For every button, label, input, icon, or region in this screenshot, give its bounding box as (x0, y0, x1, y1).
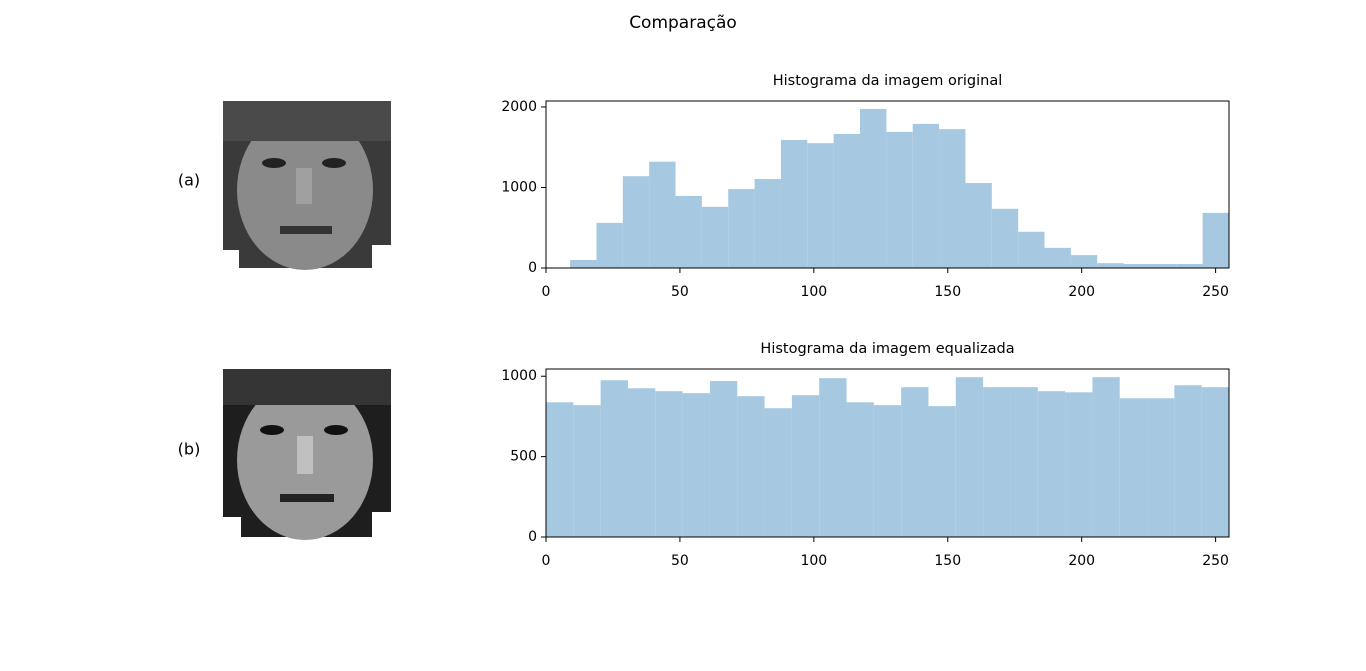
bar (570, 259, 597, 268)
chart-title: Histograma da imagem equalizada (760, 341, 1014, 357)
bar (600, 380, 628, 537)
bar (780, 139, 808, 268)
bar (682, 393, 710, 537)
bar (1018, 231, 1045, 268)
bar (955, 377, 984, 537)
x-tick-label: 150 (934, 284, 961, 300)
y-tick-label: 2000 (501, 99, 537, 115)
bar (709, 381, 738, 537)
bar (573, 405, 601, 537)
bar (912, 123, 940, 268)
bar (965, 183, 992, 268)
y-tick-label: 1000 (501, 179, 537, 195)
x-tick-label: 200 (1068, 553, 1095, 569)
bar (675, 195, 702, 268)
bar (819, 378, 847, 537)
bar (983, 387, 1011, 537)
y-tick-label: 1000 (501, 368, 537, 384)
bar (622, 176, 650, 268)
bar (627, 388, 656, 537)
x-tick-label: 0 (542, 553, 551, 569)
bar (901, 387, 929, 537)
x-tick-label: 150 (934, 553, 961, 569)
bar (701, 206, 729, 268)
axes-frame (545, 100, 1230, 269)
bar (939, 129, 966, 268)
bar (546, 402, 574, 537)
bar (1149, 263, 1177, 268)
bar (1176, 263, 1203, 268)
y-tick-label: 0 (528, 529, 537, 545)
bar (1147, 398, 1175, 537)
x-tick-label: 200 (1068, 284, 1095, 300)
bar (1201, 387, 1229, 537)
bar (1123, 263, 1150, 268)
bar (928, 406, 956, 537)
bar (764, 408, 792, 537)
face-image (223, 369, 391, 540)
bar (1202, 212, 1229, 268)
y-tick-label: 500 (510, 449, 537, 465)
bar (1065, 392, 1093, 537)
figure-title: Comparação (629, 13, 737, 33)
bar (860, 108, 887, 268)
y-tick-label: 0 (528, 260, 537, 276)
bar (1174, 385, 1202, 537)
bar (737, 396, 765, 537)
panel-label: (b) (178, 440, 201, 459)
bar (791, 395, 820, 537)
bar (991, 208, 1019, 268)
bar (1037, 391, 1066, 537)
bar (649, 161, 676, 268)
x-tick-label: 50 (671, 284, 689, 300)
bar (1092, 377, 1120, 537)
bar (754, 179, 781, 268)
bar (728, 189, 755, 268)
x-tick-label: 0 (542, 284, 551, 300)
bar (833, 133, 861, 268)
bar (1097, 263, 1124, 268)
bar (846, 402, 874, 537)
bar (873, 405, 902, 537)
x-tick-label: 50 (671, 553, 689, 569)
face-image (223, 101, 391, 270)
x-tick-label: 250 (1202, 284, 1229, 300)
chart-title: Histograma da imagem original (773, 73, 1003, 89)
bar (1044, 247, 1071, 268)
x-tick-label: 100 (800, 284, 827, 300)
panel-label: (a) (178, 171, 200, 190)
x-tick-label: 250 (1202, 553, 1229, 569)
bar (1010, 387, 1038, 537)
bar (596, 222, 623, 268)
axes-frame (545, 368, 1230, 538)
bar (1070, 255, 1098, 268)
bar (807, 143, 834, 268)
bar (886, 131, 913, 268)
bar (655, 391, 683, 537)
x-tick-label: 100 (800, 553, 827, 569)
bar (1119, 398, 1148, 537)
